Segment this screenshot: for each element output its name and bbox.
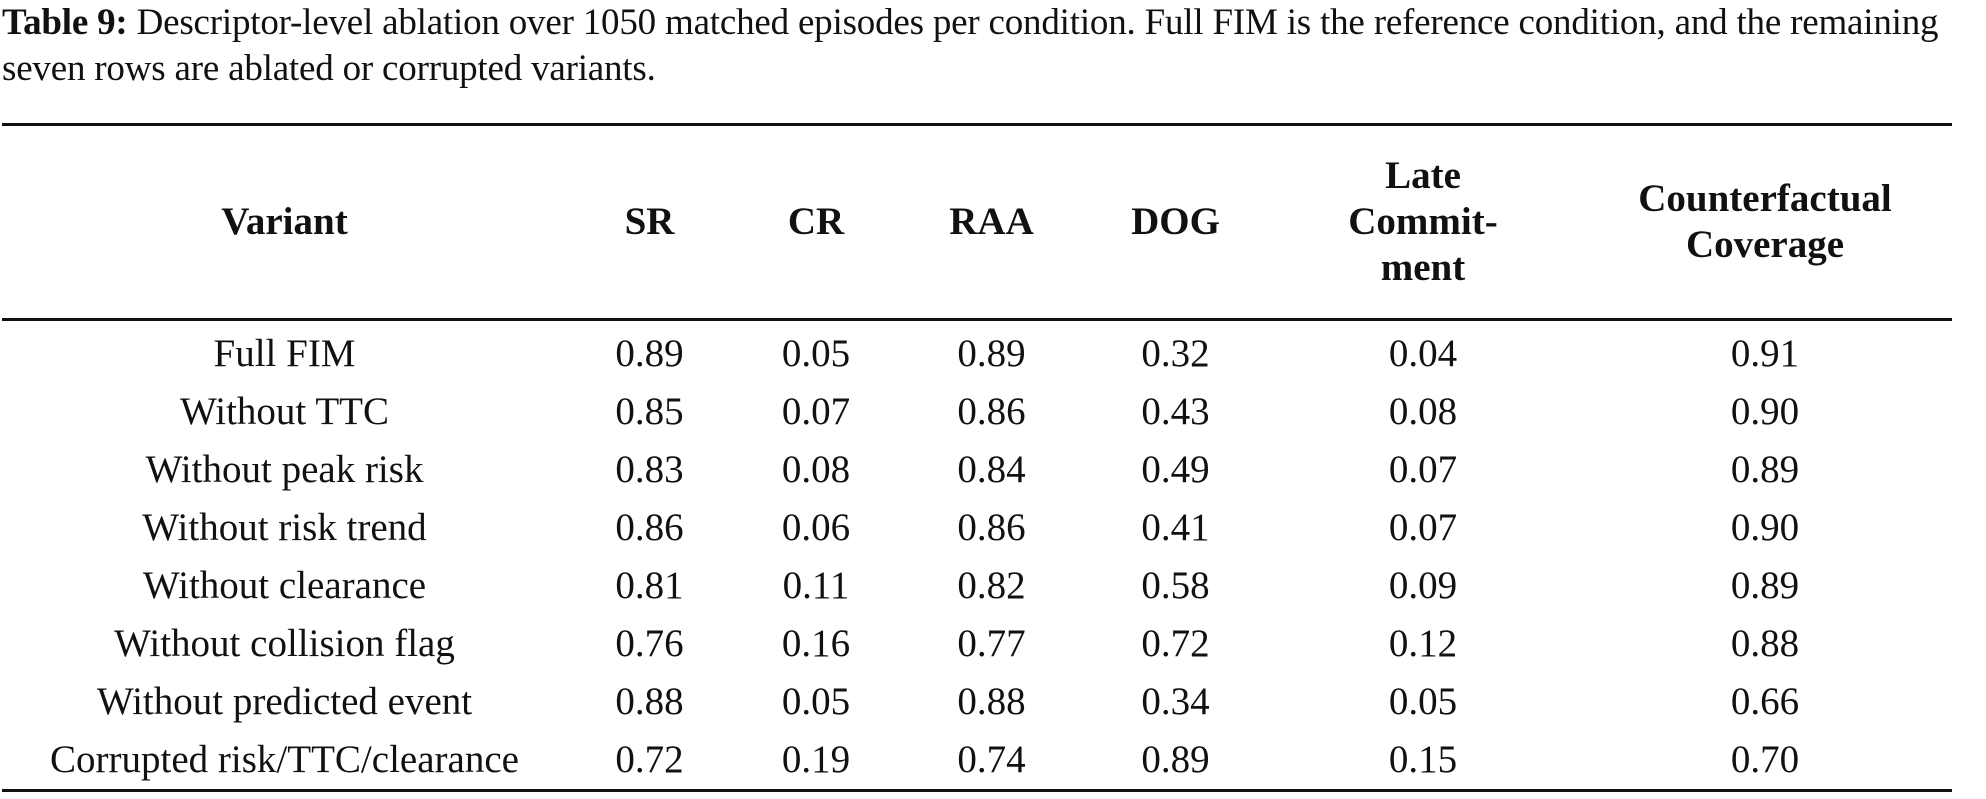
cell-raa: 0.88 — [957, 680, 1026, 723]
cell-dog: 0.32 — [1141, 332, 1210, 375]
table-row: Without TTC 0.85 0.07 0.86 0.43 0.08 0.9… — [2, 383, 1952, 441]
header-variant: Variant — [221, 200, 348, 243]
cell-sr: 0.85 — [615, 390, 684, 433]
cell-cr: 0.05 — [781, 680, 851, 723]
table-row: Without risk trend 0.86 0.06 0.86 0.41 0… — [2, 499, 1952, 557]
cell-counterfactual-coverage: 0.90 — [1730, 506, 1800, 549]
header-cr: CR — [787, 200, 845, 243]
header-counterfactual-coverage: Counterfactual Coverage — [1578, 125, 1952, 320]
header-late-line-3: ment — [1380, 246, 1466, 289]
cell-variant: Without collision flag — [114, 622, 455, 665]
cell-sr: 0.88 — [615, 680, 684, 723]
table-header-row: Variant SR CR RAA DOG Late Commit- ment … — [2, 124, 1952, 320]
cell-late-commitment: 0.08 — [1388, 390, 1458, 433]
cell-sr: 0.83 — [615, 448, 684, 491]
cell-variant: Corrupted risk/TTC/clearance — [50, 738, 519, 781]
table-row: Without collision flag 0.76 0.16 0.77 0.… — [2, 615, 1952, 673]
cell-cr: 0.16 — [781, 622, 851, 665]
cell-variant: Without risk trend — [142, 506, 427, 549]
header-dog: DOG — [1131, 200, 1220, 243]
table-row: Without clearance 0.81 0.11 0.82 0.58 0.… — [2, 557, 1952, 615]
table-caption: Table 9: Descriptor-level ablation over … — [2, 0, 1977, 92]
cell-counterfactual-coverage: 0.89 — [1730, 448, 1800, 491]
cell-raa: 0.74 — [957, 738, 1026, 781]
header-raa: RAA — [949, 200, 1034, 243]
cell-raa: 0.84 — [957, 448, 1026, 491]
cell-late-commitment: 0.15 — [1388, 738, 1458, 781]
caption-label: Table 9: — [2, 2, 128, 43]
table-row: Full FIM 0.89 0.05 0.89 0.32 0.04 0.91 — [2, 320, 1952, 384]
header-cc-line-2: Coverage — [1685, 223, 1845, 266]
cell-counterfactual-coverage: 0.88 — [1730, 622, 1800, 665]
cell-late-commitment: 0.07 — [1388, 448, 1458, 491]
cell-counterfactual-coverage: 0.70 — [1730, 738, 1800, 781]
header-sr: SR — [624, 200, 675, 243]
header-cc-line-1: Counterfactual — [1638, 177, 1892, 220]
table-row: Without peak risk 0.83 0.08 0.84 0.49 0.… — [2, 441, 1952, 499]
cell-dog: 0.72 — [1141, 622, 1210, 665]
cell-counterfactual-coverage: 0.90 — [1730, 390, 1800, 433]
cell-variant: Without clearance — [142, 564, 427, 607]
cell-raa: 0.77 — [957, 622, 1026, 665]
cell-cr: 0.08 — [781, 448, 851, 491]
cell-variant: Without predicted event — [96, 680, 473, 723]
cell-late-commitment: 0.04 — [1388, 332, 1458, 375]
cell-late-commitment: 0.07 — [1388, 506, 1458, 549]
caption-text: Descriptor-level ablation over 1050 matc… — [2, 2, 1939, 89]
cell-counterfactual-coverage: 0.66 — [1730, 680, 1800, 723]
cell-dog: 0.49 — [1141, 448, 1210, 491]
cell-late-commitment: 0.12 — [1388, 622, 1458, 665]
cell-raa: 0.86 — [957, 390, 1026, 433]
header-late-line-1: Late — [1385, 154, 1461, 197]
cell-dog: 0.89 — [1141, 738, 1210, 781]
cell-variant: Full FIM — [213, 332, 356, 375]
cell-cr: 0.07 — [781, 390, 851, 433]
table-row: Without predicted event 0.88 0.05 0.88 0… — [2, 673, 1952, 731]
cell-variant: Without TTC — [180, 390, 389, 433]
cell-dog: 0.43 — [1141, 390, 1210, 433]
cell-raa: 0.89 — [957, 332, 1026, 375]
cell-variant: Without peak risk — [145, 448, 424, 491]
cell-raa: 0.86 — [957, 506, 1026, 549]
cell-cr: 0.05 — [781, 332, 851, 375]
cell-late-commitment: 0.05 — [1388, 680, 1458, 723]
cell-sr: 0.76 — [615, 622, 684, 665]
cell-late-commitment: 0.09 — [1388, 564, 1458, 607]
cell-dog: 0.58 — [1141, 564, 1210, 607]
cell-sr: 0.86 — [615, 506, 684, 549]
ablation-table: Variant SR CR RAA DOG Late Commit- ment … — [2, 123, 1952, 792]
header-late-commitment: Late Commit- ment — [1268, 125, 1578, 320]
cell-dog: 0.34 — [1141, 680, 1210, 723]
cell-counterfactual-coverage: 0.89 — [1730, 564, 1800, 607]
cell-counterfactual-coverage: 0.91 — [1730, 332, 1800, 375]
cell-sr: 0.81 — [615, 564, 684, 607]
cell-sr: 0.89 — [615, 332, 684, 375]
table-body: Full FIM 0.89 0.05 0.89 0.32 0.04 0.91 W… — [2, 320, 1952, 791]
header-late-line-2: Commit- — [1348, 200, 1498, 243]
cell-raa: 0.82 — [957, 564, 1026, 607]
cell-cr: 0.06 — [781, 506, 851, 549]
ablation-table-container: Variant SR CR RAA DOG Late Commit- ment … — [2, 123, 1952, 792]
cell-cr: 0.19 — [781, 738, 851, 781]
table-row: Corrupted risk/TTC/clearance 0.72 0.19 0… — [2, 731, 1952, 791]
cell-cr: 0.11 — [782, 564, 850, 607]
cell-sr: 0.72 — [615, 738, 684, 781]
cell-dog: 0.41 — [1141, 506, 1210, 549]
